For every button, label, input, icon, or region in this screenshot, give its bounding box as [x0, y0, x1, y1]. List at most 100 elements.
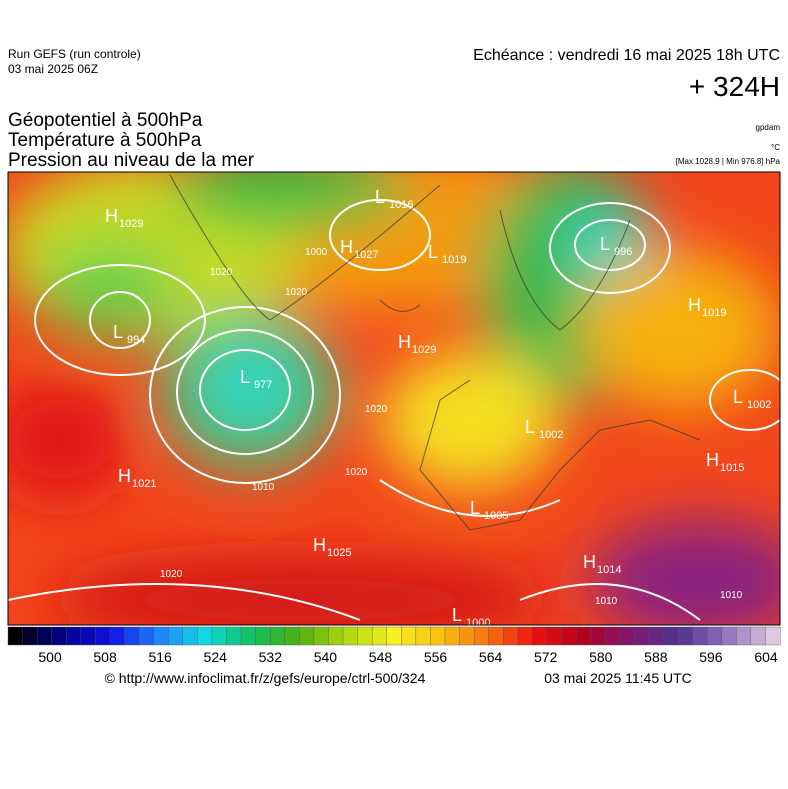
- center-type: L: [600, 234, 610, 254]
- scale-swatch: [371, 626, 388, 646]
- scale-swatch: [546, 626, 563, 646]
- contour-label: 1020: [210, 267, 233, 278]
- scale-swatch: [357, 626, 373, 646]
- center-value: 1002: [747, 399, 771, 411]
- center-type: L: [428, 242, 438, 262]
- center-value: 1029: [119, 218, 143, 230]
- field-2: Température à 500hPa: [8, 130, 202, 151]
- scale-swatch: [313, 626, 329, 646]
- center-type: H: [398, 332, 411, 352]
- scale-swatch: [692, 626, 708, 646]
- center-value: 1029: [412, 344, 436, 356]
- scale-swatch: [605, 626, 621, 646]
- scale-swatch: [211, 626, 227, 646]
- scale-label: 508: [93, 649, 117, 665]
- scale-label: 548: [369, 649, 393, 665]
- contour-label: 1020: [285, 287, 308, 298]
- scale-swatch: [197, 626, 213, 646]
- scale-swatch: [706, 626, 723, 646]
- scale-swatch: [415, 626, 431, 646]
- scale-swatch: [95, 626, 111, 646]
- scale-swatch: [721, 626, 737, 646]
- scale-swatch: [459, 626, 475, 646]
- center-type: L: [375, 187, 385, 207]
- scale-label: 580: [589, 649, 613, 665]
- scale-swatch: [430, 626, 446, 646]
- scale-label: 516: [148, 649, 172, 665]
- scale-swatch: [488, 626, 504, 646]
- scale-swatch: [240, 626, 257, 646]
- center-type: H: [688, 295, 701, 315]
- center-value: 977: [254, 379, 272, 391]
- run-label: Run GEFS (run controle): [8, 47, 141, 61]
- center-value: 1019: [442, 254, 466, 266]
- run-date: 03 mai 2025 06Z: [8, 62, 98, 76]
- center-type: L: [113, 322, 123, 342]
- contour-label: 1010: [252, 482, 275, 493]
- scale-swatch: [299, 626, 315, 646]
- coastlines: [169, 174, 701, 531]
- scale-label: 532: [259, 649, 283, 665]
- scale-swatch: [765, 626, 781, 646]
- scale-swatch: [619, 626, 635, 646]
- scale-swatch: [634, 626, 650, 646]
- center-value: 1019: [702, 307, 726, 319]
- contour-label: 1020: [160, 569, 183, 580]
- center-type: L: [470, 498, 480, 518]
- center-value: 1016: [389, 199, 413, 211]
- scale-label: 564: [479, 649, 503, 665]
- center-value: 994: [127, 334, 145, 346]
- scale-swatch: [66, 626, 82, 646]
- scale-swatch: [503, 626, 519, 646]
- scale-swatch: [677, 626, 694, 646]
- scale-swatch: [109, 626, 126, 646]
- center-value: 996: [614, 246, 632, 258]
- scale-swatch: [182, 626, 198, 646]
- center-value: 1002: [539, 429, 563, 441]
- scale-label: 572: [534, 649, 558, 665]
- scale-swatch: [124, 626, 140, 646]
- temperature-field: [8, 172, 780, 625]
- scale-swatch: [168, 626, 184, 646]
- scale-label: 596: [699, 649, 723, 665]
- scale-swatch: [226, 626, 242, 646]
- color-scale: 500 508 516 524 532 540 548 556 564 572 580 588 596 6…: [7, 626, 781, 665]
- scale-swatch: [255, 626, 271, 646]
- scale-swatch: [36, 626, 53, 646]
- unit-2: °C: [771, 143, 780, 152]
- center-type: L: [240, 367, 250, 387]
- scale-swatch: [648, 626, 664, 646]
- contour-label: 1020: [365, 404, 388, 415]
- field-3: Pression au niveau de la mer: [8, 150, 255, 171]
- unit-1: gpdam: [756, 123, 781, 132]
- contour-label: 1000: [305, 247, 328, 258]
- field-1: Géopotentiel à 500hPa: [8, 110, 203, 131]
- scale-swatch: [736, 626, 752, 646]
- scale-swatch: [561, 626, 577, 646]
- scale-label: 500: [38, 649, 62, 665]
- map-frame: [7, 171, 781, 626]
- contour-label: 1010: [595, 596, 618, 607]
- scale-swatch: [590, 626, 606, 646]
- lead-time: + 324H: [689, 71, 780, 102]
- echeance: Echéance : vendredi 16 mai 2025 18h UTC: [473, 47, 780, 64]
- center-type: L: [733, 387, 743, 407]
- scale-label: 540: [314, 649, 338, 665]
- center-value: 1015: [720, 462, 744, 474]
- contour-label: 1010: [720, 590, 743, 601]
- center-type: H: [706, 450, 719, 470]
- scale-swatch: [575, 626, 592, 646]
- scale-swatch: [750, 626, 766, 646]
- scale-swatch: [386, 626, 402, 646]
- scale-swatch: [7, 626, 24, 646]
- center-value: 1005: [484, 510, 508, 522]
- scale-swatch: [328, 626, 344, 646]
- center-type: H: [118, 466, 131, 486]
- isobars: [8, 199, 780, 621]
- center-value: 1014: [597, 564, 621, 576]
- contour-label: 1020: [345, 467, 368, 478]
